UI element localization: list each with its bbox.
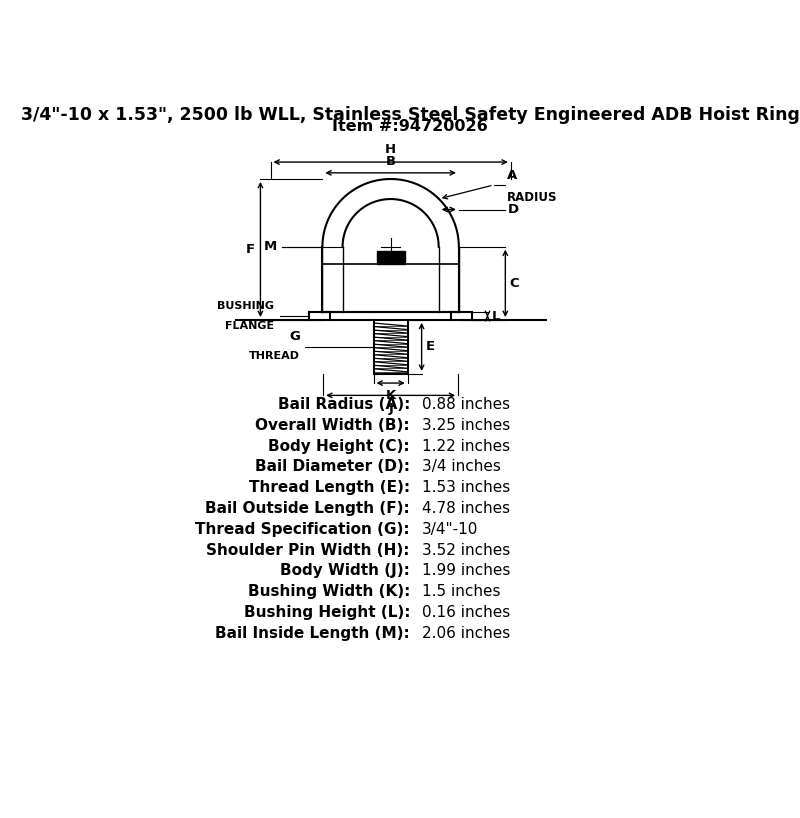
Text: K: K — [386, 389, 396, 402]
Text: Item #:94720026: Item #:94720026 — [332, 119, 488, 134]
Text: Body Width (J):: Body Width (J): — [280, 564, 410, 578]
Text: B: B — [386, 155, 396, 169]
Text: BUSHING: BUSHING — [218, 301, 274, 311]
Text: 2.06 inches: 2.06 inches — [422, 626, 510, 640]
Text: H: H — [385, 143, 396, 156]
Text: 3.25 inches: 3.25 inches — [422, 418, 510, 433]
Text: G: G — [289, 330, 300, 343]
Text: Bail Outside Length (F):: Bail Outside Length (F): — [206, 501, 410, 516]
Text: Body Height (C):: Body Height (C): — [268, 438, 410, 454]
Text: 3/4 inches: 3/4 inches — [422, 460, 501, 474]
Text: Bail Diameter (D):: Bail Diameter (D): — [255, 460, 410, 474]
Text: J: J — [388, 402, 393, 415]
Text: 1.99 inches: 1.99 inches — [422, 564, 510, 578]
Text: Thread Specification (G):: Thread Specification (G): — [195, 522, 410, 537]
Text: L: L — [491, 309, 500, 322]
Text: 3/4"-10 x 1.53", 2500 lb WLL, Stainless Steel Safety Engineered ADB Hoist Ring: 3/4"-10 x 1.53", 2500 lb WLL, Stainless … — [21, 106, 799, 124]
Text: FLANGE: FLANGE — [226, 321, 274, 331]
Text: 1.22 inches: 1.22 inches — [422, 438, 510, 454]
Text: M: M — [263, 240, 277, 254]
Text: 4.78 inches: 4.78 inches — [422, 501, 510, 516]
Text: A: A — [507, 169, 517, 182]
Text: Bushing Height (L):: Bushing Height (L): — [243, 605, 410, 620]
Text: THREAD: THREAD — [249, 351, 300, 361]
Text: Thread Length (E):: Thread Length (E): — [249, 480, 410, 495]
Text: Bushing Width (K):: Bushing Width (K): — [248, 584, 410, 600]
Text: 0.16 inches: 0.16 inches — [422, 605, 510, 620]
Text: Overall Width (B):: Overall Width (B): — [255, 418, 410, 433]
Text: 0.88 inches: 0.88 inches — [422, 397, 510, 412]
Text: D: D — [508, 203, 518, 216]
Text: C: C — [509, 276, 519, 290]
Text: Bail Radius (A):: Bail Radius (A): — [278, 397, 410, 412]
Text: F: F — [246, 243, 255, 256]
Text: 1.53 inches: 1.53 inches — [422, 480, 510, 495]
Polygon shape — [377, 250, 405, 264]
Text: 3/4"-10: 3/4"-10 — [422, 522, 478, 537]
Text: RADIUS: RADIUS — [507, 191, 558, 204]
Text: 3.52 inches: 3.52 inches — [422, 542, 510, 558]
Text: Bail Inside Length (M):: Bail Inside Length (M): — [215, 626, 410, 640]
Text: E: E — [426, 340, 434, 353]
Text: 1.5 inches: 1.5 inches — [422, 584, 500, 600]
Text: Shoulder Pin Width (H):: Shoulder Pin Width (H): — [206, 542, 410, 558]
